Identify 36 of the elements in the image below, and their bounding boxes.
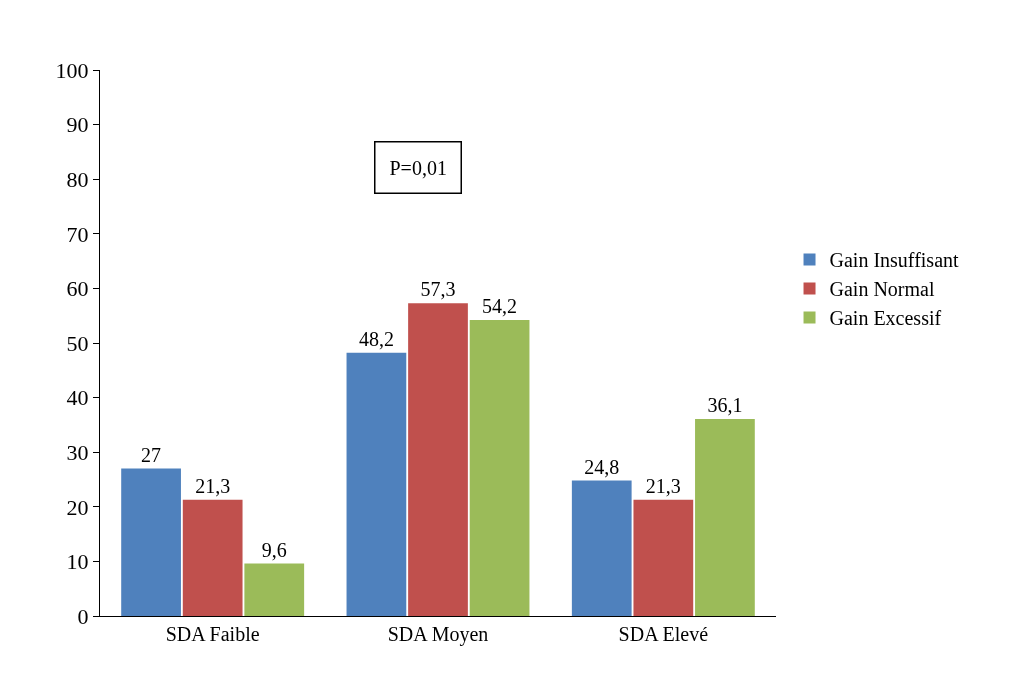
bar — [121, 468, 181, 616]
legend-label: Gain Insuffisant — [829, 249, 960, 272]
y-tick-label: 30 — [66, 439, 89, 465]
y-tick-label: 0 — [77, 603, 89, 629]
data-label: 48,2 — [358, 327, 394, 350]
bar — [469, 320, 530, 616]
y-tick-label: 10 — [66, 549, 89, 575]
bar — [695, 418, 755, 616]
x-tick-label: SDA Moyen — [387, 623, 489, 646]
y-tick-label: 60 — [66, 276, 89, 302]
bar — [408, 303, 468, 616]
data-label: 57,3 — [420, 278, 456, 301]
legend-label: Gain Normal — [829, 278, 935, 301]
data-label: 9,6 — [261, 538, 287, 561]
y-tick-label: 20 — [66, 494, 89, 520]
data-label: 21,3 — [645, 474, 681, 497]
y-tick-label: 100 — [55, 57, 89, 83]
data-label: 36,1 — [707, 393, 743, 416]
y-tick-label: 80 — [66, 166, 89, 192]
y-tick-label: 70 — [66, 221, 89, 247]
legend-label: Gain Excessif — [829, 307, 942, 330]
data-label: 24,8 — [584, 455, 620, 478]
bar — [571, 480, 632, 616]
bar — [346, 352, 407, 616]
bar — [244, 563, 305, 616]
y-tick-label: 40 — [66, 385, 89, 411]
y-tick-label: 90 — [66, 112, 89, 138]
bar — [182, 499, 243, 616]
x-tick-label: SDA Faible — [165, 623, 260, 645]
data-label: 27 — [141, 443, 162, 466]
annotation: P=0,01 — [389, 156, 447, 179]
bar — [633, 499, 694, 616]
data-label: 54,2 — [482, 295, 518, 318]
x-tick-label: SDA Elevé — [618, 623, 709, 645]
y-tick-label: 50 — [66, 330, 89, 356]
data-label: 21,3 — [195, 474, 231, 497]
